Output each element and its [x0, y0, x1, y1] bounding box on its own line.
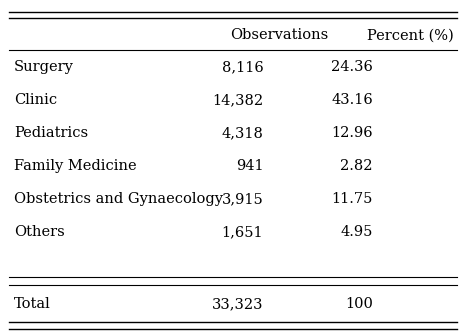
Text: 941: 941: [236, 159, 263, 173]
Text: Others: Others: [14, 225, 65, 239]
Text: Observations: Observations: [231, 28, 329, 42]
Text: 24.36: 24.36: [331, 60, 373, 74]
Text: 12.96: 12.96: [331, 126, 373, 140]
Text: 8,116: 8,116: [221, 60, 263, 74]
Text: 33,323: 33,323: [212, 297, 263, 311]
Text: Pediatrics: Pediatrics: [14, 126, 88, 140]
Text: Percent (%): Percent (%): [367, 28, 453, 42]
Text: 11.75: 11.75: [331, 192, 373, 206]
Text: 4.95: 4.95: [341, 225, 373, 239]
Text: Obstetrics and Gynaecology: Obstetrics and Gynaecology: [14, 192, 223, 206]
Text: 1,651: 1,651: [222, 225, 263, 239]
Text: Family Medicine: Family Medicine: [14, 159, 137, 173]
Text: 4,318: 4,318: [221, 126, 263, 140]
Text: 3,915: 3,915: [221, 192, 263, 206]
Text: Total: Total: [14, 297, 51, 311]
Text: Surgery: Surgery: [14, 60, 74, 74]
Text: 14,382: 14,382: [212, 93, 263, 107]
Text: 43.16: 43.16: [331, 93, 373, 107]
Text: 100: 100: [345, 297, 373, 311]
Text: Clinic: Clinic: [14, 93, 57, 107]
Text: 2.82: 2.82: [340, 159, 373, 173]
